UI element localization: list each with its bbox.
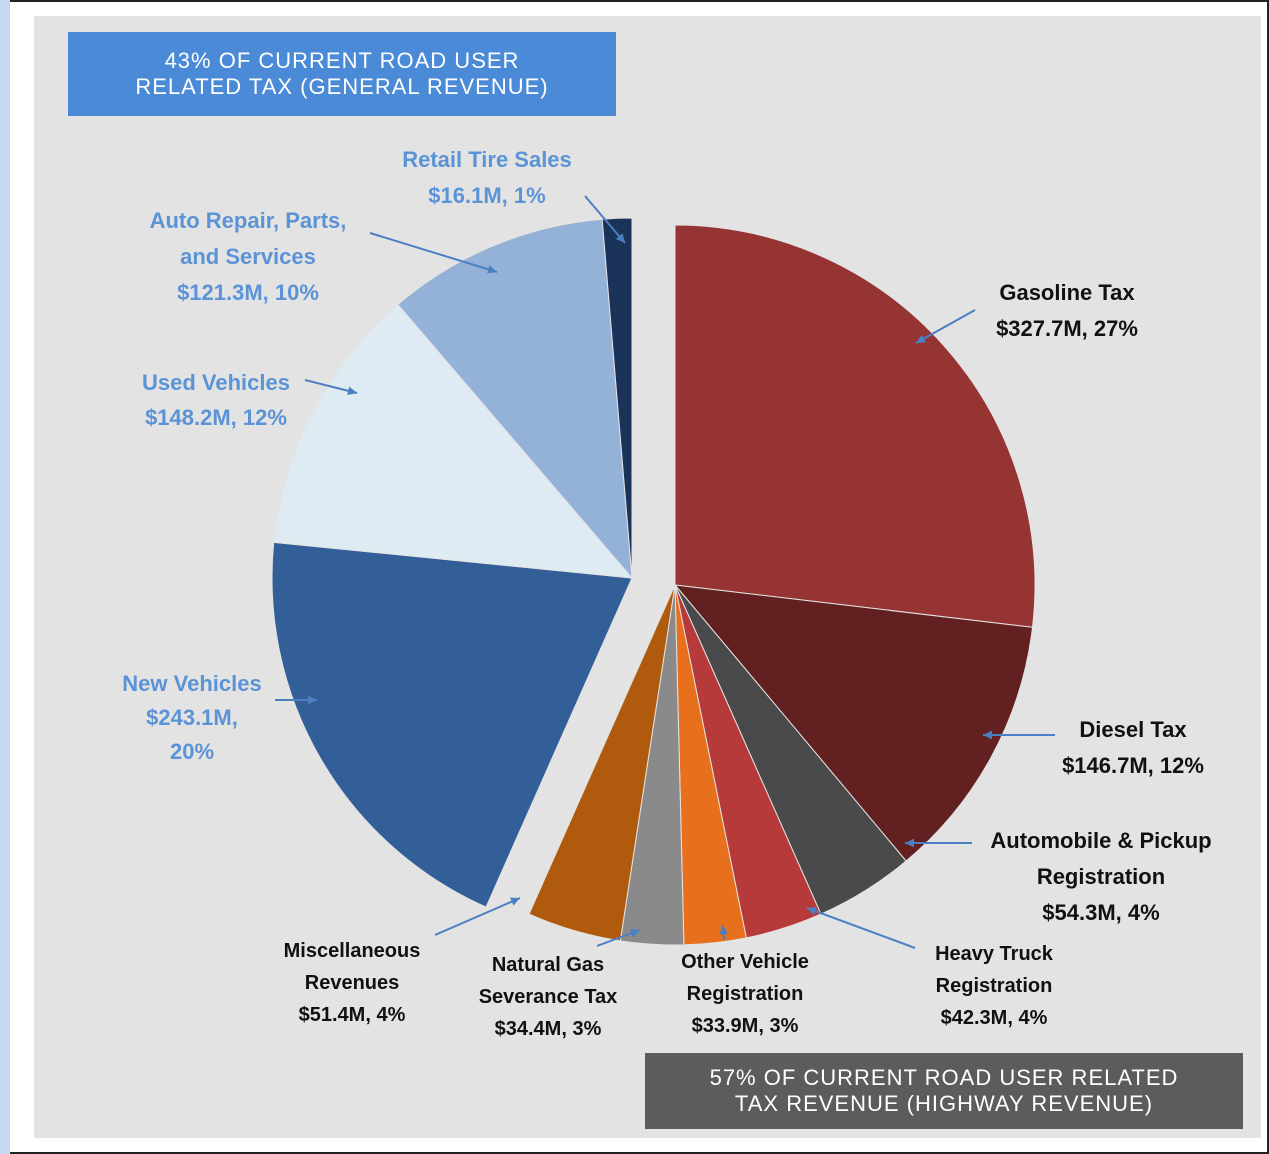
label-line: Natural Gas [492,954,604,976]
chart-panel [34,16,1261,1138]
arrow-retail-tire-sales [584,195,626,244]
label-line: $42.3M, 4% [941,1007,1048,1029]
label-line: $121.3M, 10% [177,280,319,305]
label-line: $148.2M, 12% [145,405,287,430]
label-used-vehicles: Used Vehicles $148.2M, 12% [142,370,290,430]
arrow-gasoline-tax [915,309,976,344]
label-line: 20% [170,739,214,764]
label-heavy-truck-registration: Heavy Truck Registration $42.3M, 4% [935,943,1054,1029]
slice-gasoline-tax [674,224,1036,628]
label-miscellaneous-revenues: Miscellaneous Revenues $51.4M, 4% [284,940,421,1026]
label-line: $146.7M, 12% [1062,753,1204,778]
slice-diesel-tax [673,584,1034,862]
label-line: Registration [1037,864,1165,889]
left-edge-strip [0,0,10,1154]
label-diesel-tax: Diesel Tax $146.7M, 12% [1062,717,1204,778]
highway-revenue-header: 57% OF CURRENT ROAD USER RELATED TAX REV… [645,1053,1243,1129]
label-line: Automobile & Pickup [990,828,1211,853]
label-line: Retail Tire Sales [402,147,572,172]
arrow-other-vehicle-registration [719,924,728,941]
slice-labels: Gasoline Tax $327.7M, 27% Diesel Tax $146.7… [122,147,1211,1040]
label-auto-repair-parts-and-services: Auto Repair, Parts, and Services $121.3M, … [150,208,347,305]
label-line: Auto Repair, Parts, [150,208,347,233]
arrow-used-vehicles [304,379,358,396]
label-line: Severance Tax [479,986,618,1008]
highway-revenue-header-line1: 57% OF CURRENT ROAD USER RELATED [709,1065,1179,1090]
label-automobile-and-pickup-registration: Automobile & Pickup Registration $54.3M, 4… [990,828,1211,925]
arrow-automobile-and-pickup-registration [905,838,972,848]
label-retail-tire-sales: Retail Tire Sales $16.1M, 1% [402,147,572,208]
label-line: Other Vehicle [681,951,809,973]
arrow-diesel-tax [983,730,1055,740]
label-line: $54.3M, 4% [1042,900,1159,925]
slice-miscellaneous-revenues [528,584,676,942]
slice-auto-repair-parts-and-services [397,218,633,580]
label-line: $16.1M, 1% [428,183,545,208]
label-line: New Vehicles [122,671,261,696]
label-line: $51.4M, 4% [299,1004,406,1026]
label-line: Used Vehicles [142,370,290,395]
label-line: $34.4M, 3% [495,1018,602,1040]
slice-new-vehicles [271,541,633,908]
arrow-new-vehicles [275,695,317,705]
slice-used-vehicles [273,303,634,579]
general-revenue-header-line1: 43% OF CURRENT ROAD USER [164,48,520,73]
slice-retail-tire-sales [601,217,633,579]
general-revenue-header: 43% OF CURRENT ROAD USER RELATED TAX (GE… [68,32,616,116]
label-line: $243.1M, [146,705,238,730]
arrow-heavy-truck-registration [806,907,916,949]
label-new-vehicles: New Vehicles $243.1M, 20% [122,671,261,764]
label-line: Registration [687,983,804,1005]
general-revenue-header-line2: RELATED TAX (GENERAL REVENUE) [135,74,549,99]
label-line: Miscellaneous [284,940,421,962]
label-line: Heavy Truck [935,943,1054,965]
label-line: and Services [180,244,316,269]
label-line: Diesel Tax [1079,717,1187,742]
pie-slices [271,217,1036,946]
arrow-auto-repair-parts-and-services [369,232,498,274]
label-line: $33.9M, 3% [692,1015,799,1037]
arrow-natural-gas-severance-tax [596,929,641,947]
label-line: Registration [936,975,1053,997]
arrow-miscellaneous-revenues [434,897,521,936]
label-line: $327.7M, 27% [996,316,1138,341]
label-line: Gasoline Tax [999,280,1135,305]
label-gasoline-tax: Gasoline Tax $327.7M, 27% [996,280,1138,341]
label-other-vehicle-registration: Other Vehicle Registration $33.9M, 3% [681,951,809,1037]
label-line: Revenues [305,972,400,994]
label-natural-gas-severance-tax: Natural Gas Severance Tax $34.4M, 3% [479,954,618,1040]
highway-revenue-header-line2: TAX REVENUE (HIGHWAY REVENUE) [734,1091,1154,1116]
label-arrows [275,195,1055,949]
